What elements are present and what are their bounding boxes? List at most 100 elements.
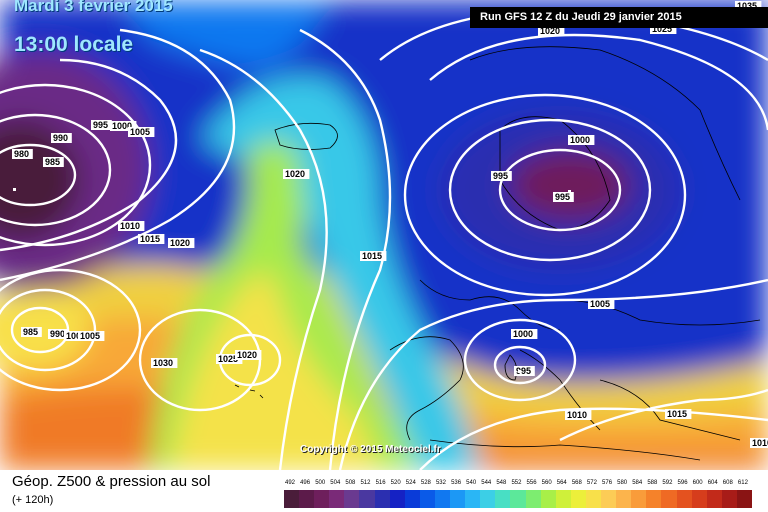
isobar-label-bg (735, 1, 762, 11)
model-run-info: Run GFS 12 Z du Jeudi 29 janvier 2015 (470, 7, 768, 28)
color-scale-swatch (525, 490, 542, 508)
isobar-label: 1005 (130, 127, 150, 137)
color-scale-tick: 536 (451, 480, 462, 486)
isobar-label: 1015 (667, 409, 687, 419)
color-scale-swatch (691, 490, 708, 508)
color-scale-tick: 552 (511, 480, 522, 486)
isobar-label: 1015 (140, 234, 160, 244)
isobar-label-bg (650, 24, 677, 34)
forecast-time: 13:00 locale (14, 33, 134, 56)
color-scale-tick: 520 (390, 480, 401, 486)
isobar-label: 995 (516, 366, 531, 376)
isobar-label: 995 (493, 171, 508, 181)
color-scale-swatch (495, 490, 511, 508)
color-scale-tick: 564 (556, 480, 567, 486)
isobar-label: 1020 (540, 26, 560, 36)
color-scale-swatch (284, 490, 300, 508)
isobar-label: 1035 (737, 1, 757, 11)
color-scale-tick: 528 (420, 480, 431, 486)
isobar-label: 990 (53, 133, 68, 143)
color-scale-tick: 568 (571, 480, 582, 486)
color-scale-tick: 492 (285, 480, 296, 486)
color-scale-tick: 524 (405, 480, 416, 486)
isobar-label-bg (360, 251, 387, 261)
color-scale-swatch (419, 490, 436, 508)
isobar-label-bg (553, 192, 574, 202)
color-scale-swatch (661, 490, 677, 508)
isobar-label-bg (151, 358, 178, 368)
isobar-label-bg (511, 329, 538, 339)
isobar-label-bg (118, 221, 145, 231)
isobar-label: 1020 (285, 169, 305, 179)
color-scale-swatch (480, 490, 496, 508)
isobar-label-bg (216, 354, 243, 364)
isobar-label-bg (588, 299, 615, 309)
color-scale-swatch (299, 490, 315, 508)
isobar-label-bg (48, 329, 69, 339)
isobar-label-bg (110, 121, 137, 131)
color-scale-bar (284, 490, 753, 508)
color-scale-tick: 608 (722, 480, 733, 486)
isobar-label-bg (565, 410, 592, 420)
isobar-label-bg (91, 120, 112, 130)
isobar-label: 985 (45, 157, 60, 167)
isobar-label: 1000 (570, 135, 590, 145)
color-scale-tick: 596 (677, 480, 688, 486)
legend-footer: Géop. Z500 & pression au sol (+ 120h) 49… (0, 470, 768, 512)
isobar-label-bg (568, 135, 595, 145)
isobar-label-bg (128, 127, 155, 137)
color-scale-swatch (540, 490, 557, 508)
isobar-label-bg (138, 234, 165, 244)
isobar-label: 995 (555, 192, 570, 202)
color-scale-tick: 604 (707, 480, 718, 486)
isobar-label: 1010 (567, 410, 587, 420)
isobar-label-bg (514, 366, 535, 376)
color-scale-swatch (631, 490, 647, 508)
color-scale-swatch (736, 490, 753, 508)
color-scale-tick: 504 (330, 480, 341, 486)
color-scale-tick: 544 (481, 480, 492, 486)
color-scale-swatch (314, 490, 330, 508)
isobar-label: 995 (93, 120, 108, 130)
color-scale-swatch (706, 490, 723, 508)
isobar-label: 990 (50, 329, 65, 339)
color-scale-tick: 548 (496, 480, 507, 486)
isobar-label: 1025 (652, 24, 672, 34)
isobar-label-bg (665, 409, 692, 419)
isobar-label-bg (21, 327, 42, 337)
isobar-label: 985 (23, 327, 38, 337)
legend-title: Géop. Z500 & pression au sol (12, 473, 211, 490)
color-scale-swatch (344, 490, 360, 508)
isobar-label: 1005 (80, 331, 100, 341)
isobar-label-bg (235, 350, 262, 360)
isobar-label-bg (283, 169, 310, 179)
isobar-label: 1020 (237, 350, 257, 360)
pressure-centres (13, 188, 571, 373)
isobar-label-bg (43, 157, 64, 167)
color-scale-tick: 588 (647, 480, 658, 486)
color-scale-swatch (601, 490, 617, 508)
color-scale-tick: 572 (586, 480, 597, 486)
isobar-label: 1025 (218, 354, 238, 364)
isobar-label: 1015 (362, 251, 382, 261)
color-scale-tick: 540 (466, 480, 477, 486)
color-scale-tick: 592 (662, 480, 673, 486)
isobar-label-bg (12, 149, 33, 159)
color-scale-swatch (646, 490, 662, 508)
color-scale-tick: 560 (541, 480, 552, 486)
color-scale-swatch (510, 490, 527, 508)
color-scale-tick: 580 (617, 480, 628, 486)
color-scale-swatch (450, 490, 466, 508)
legend-subtitle: (+ 120h) (12, 494, 54, 506)
isobar-label: 980 (14, 149, 29, 159)
copyright-notice: Copyright © 2015 Meteociel.fr (300, 444, 441, 455)
color-scale-swatch (555, 490, 572, 508)
isobar-label: 1000 (112, 121, 132, 131)
color-scale-tick: 556 (526, 480, 537, 486)
color-scale-swatch (465, 490, 481, 508)
color-scale-tick: 500 (315, 480, 326, 486)
color-scale-swatch (676, 490, 693, 508)
